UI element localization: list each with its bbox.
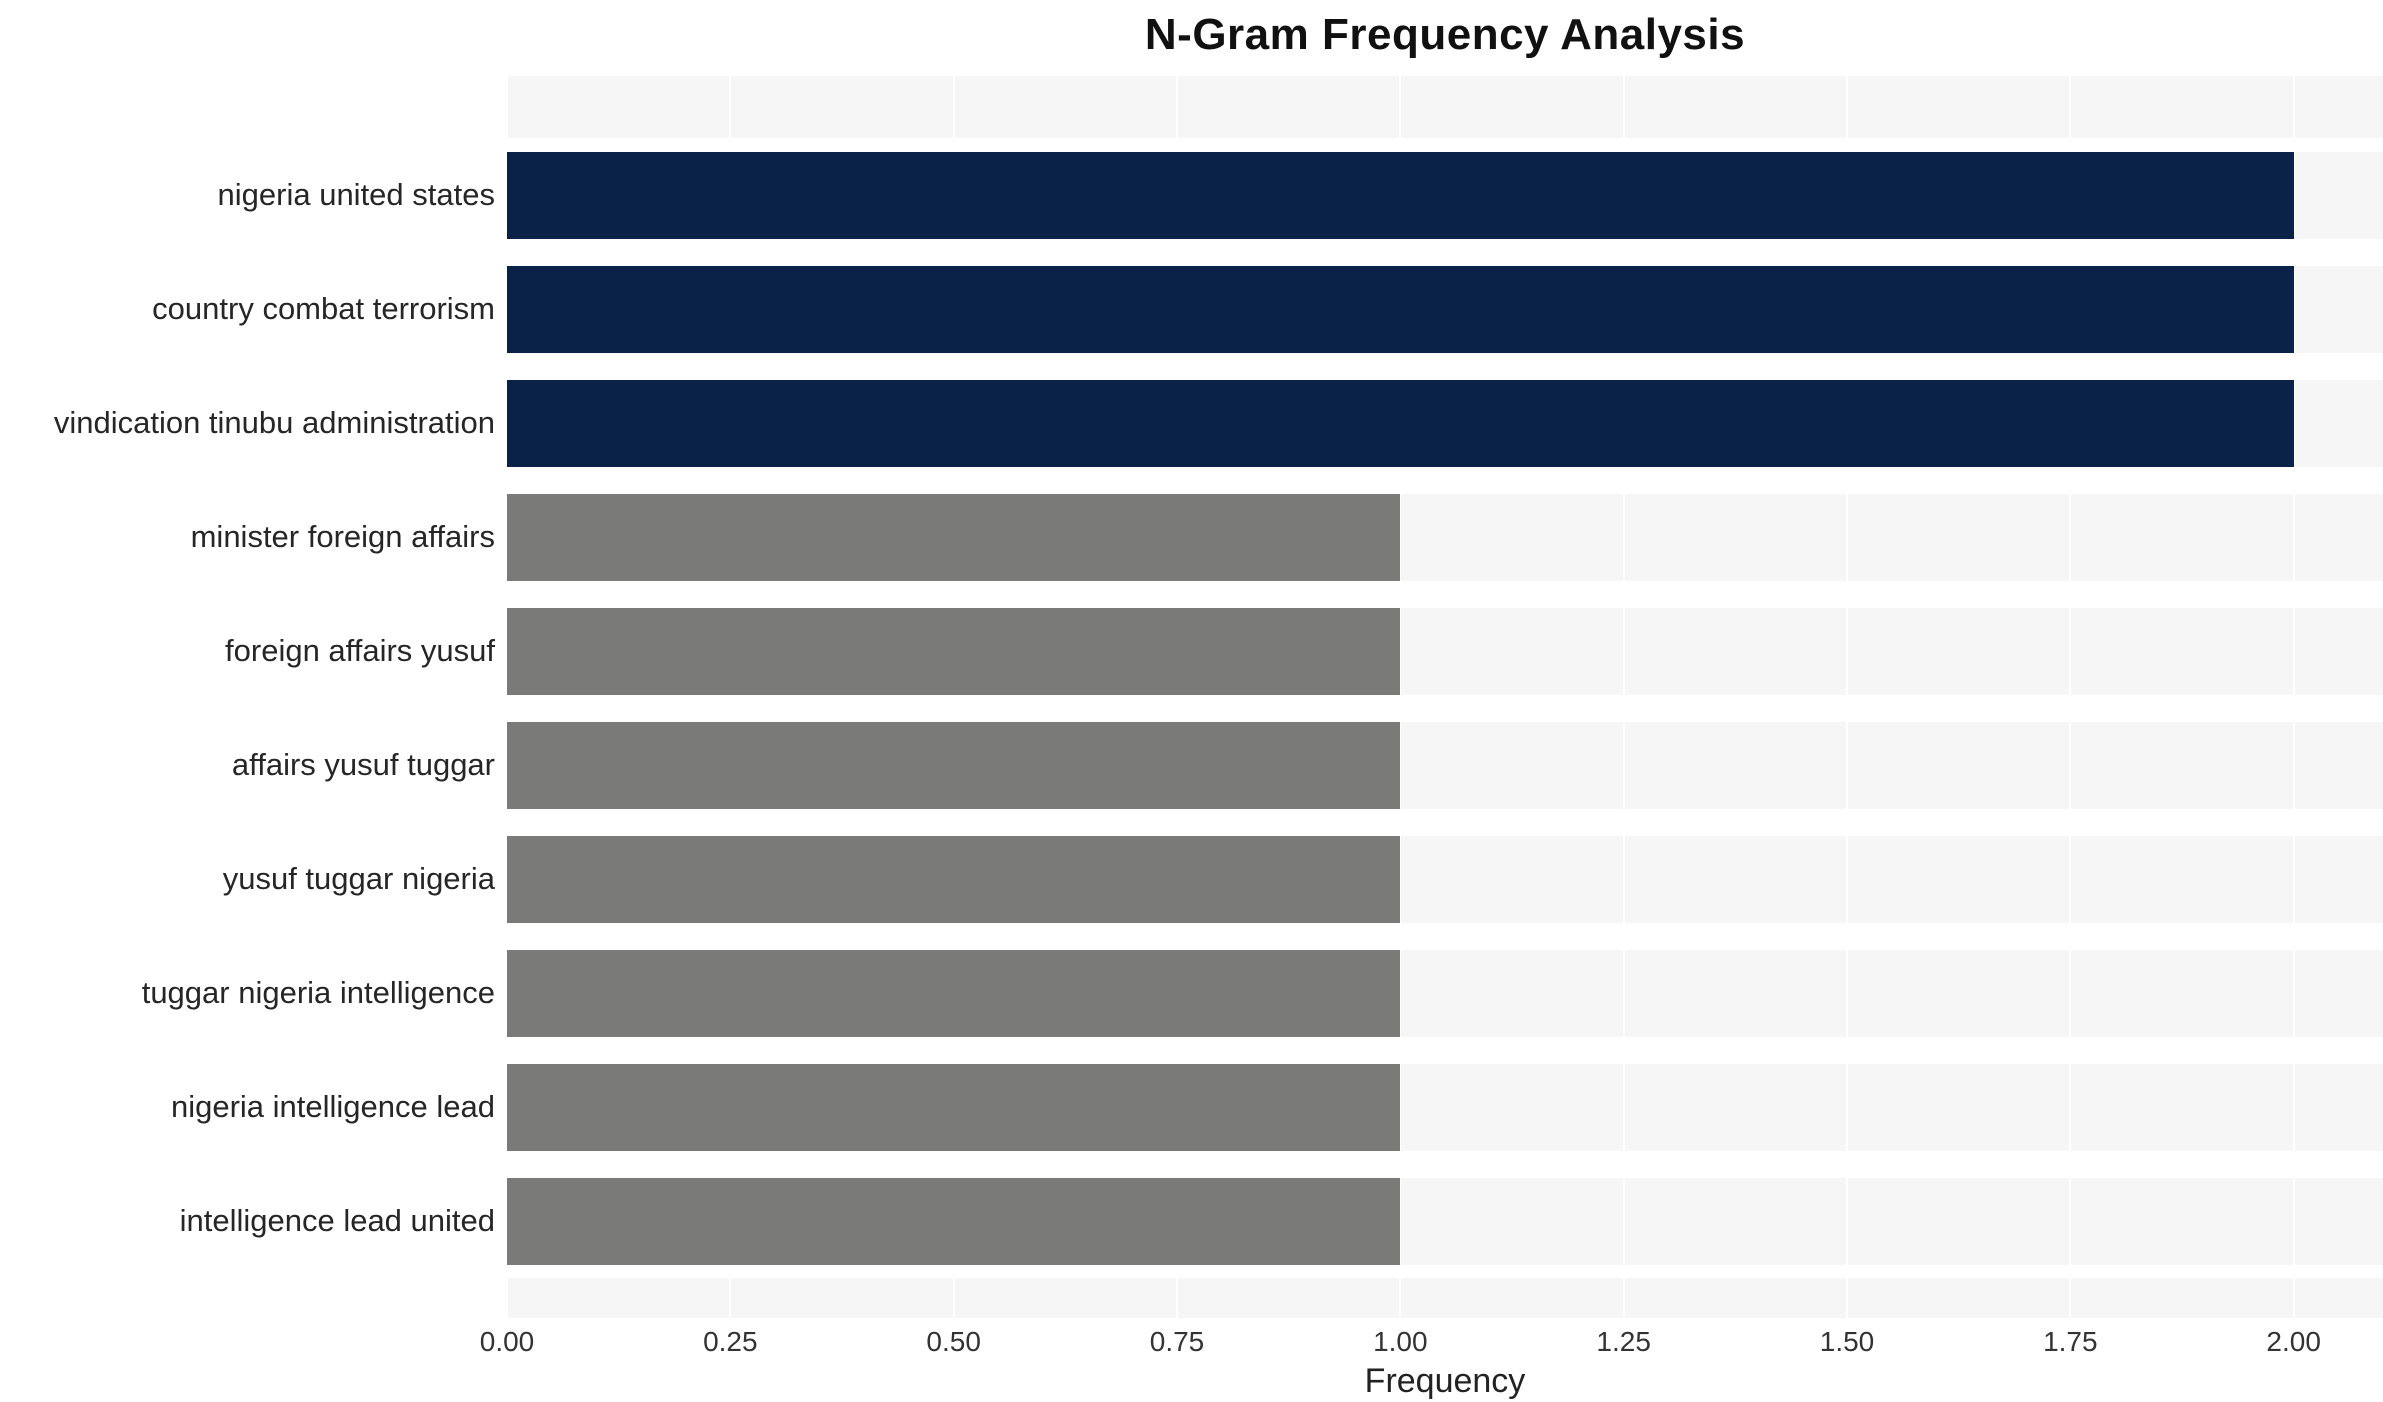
bar [507,265,2294,353]
bar-track [507,151,2383,239]
bar-row: affairs yusuf tuggar [0,708,2383,822]
bar-track [507,1063,2383,1151]
x-axis: 0.00 0.25 0.50 0.75 1.00 1.25 1.50 1.75 2.00 [480,1326,2383,1362]
bar-row: nigeria united states [0,138,2383,252]
x-tick-label: 2.00 [2266,1326,2321,1357]
x-tick-label: 0.25 [703,1326,758,1357]
bar [507,1177,1401,1265]
bar-track [507,493,2383,581]
y-tick-label: yusuf tuggar nigeria [222,861,495,896]
y-tick-label: nigeria united states [217,177,495,212]
bar-row: minister foreign affairs [0,480,2383,594]
y-tick-label: minister foreign affairs [190,519,495,554]
x-tick-label: 0.75 [1149,1326,1205,1357]
bar-row: foreign affairs yusuf [0,594,2383,708]
bar-track [507,379,2383,467]
y-tick-label: tuggar nigeria intelligence [141,975,495,1010]
bar-track [507,1177,2383,1265]
x-tick-label: 1.00 [1373,1326,1428,1357]
bar-row: tuggar nigeria intelligence [0,936,2383,1050]
bar-track [507,835,2383,923]
bar-row: country combat terrorism [0,252,2383,366]
chart-body: nigeria united states country combat terr… [0,76,2383,1318]
bar-row: yusuf tuggar nigeria [0,822,2383,936]
bar [507,835,1401,923]
y-tick-label: country combat terrorism [152,291,495,326]
plot-margin-band [0,76,2383,138]
x-tick-label: 1.50 [1819,1326,1875,1357]
bar [507,493,1401,581]
bar-track [507,949,2383,1037]
x-tick-label: 1.25 [1596,1326,1651,1357]
x-tick-label: 0.00 [479,1326,535,1357]
x-axis-label: Frequency [1364,1362,1526,1400]
plot-margin-band [0,1278,2383,1318]
bar-track [507,76,2383,138]
y-tick-label: intelligence lead united [179,1203,495,1238]
x-tick-label: 1.75 [2043,1326,2098,1357]
bar-row: intelligence lead united [0,1164,2383,1278]
bar-row: vindication tinubu administration [0,366,2383,480]
y-tick-label: vindication tinubu administration [53,405,495,440]
x-tick-label: 0.50 [926,1326,981,1357]
bar [507,949,1401,1037]
bar-track [507,607,2383,695]
y-tick-label: affairs yusuf tuggar [231,747,495,782]
y-tick-label: foreign affairs yusuf [225,633,495,668]
bar [507,151,2294,239]
bar-row: nigeria intelligence lead [0,1050,2383,1164]
bar-rows: nigeria united states country combat terr… [0,76,2383,1318]
chart-title: N-Gram Frequency Analysis [1144,10,1746,59]
y-tick-label: nigeria intelligence lead [170,1089,495,1124]
bar-track [507,721,2383,809]
bar [507,607,1401,695]
bar [507,1063,1401,1151]
bar-track [507,1278,2383,1318]
bar [507,379,2294,467]
bar-track [507,265,2383,353]
bar [507,721,1401,809]
